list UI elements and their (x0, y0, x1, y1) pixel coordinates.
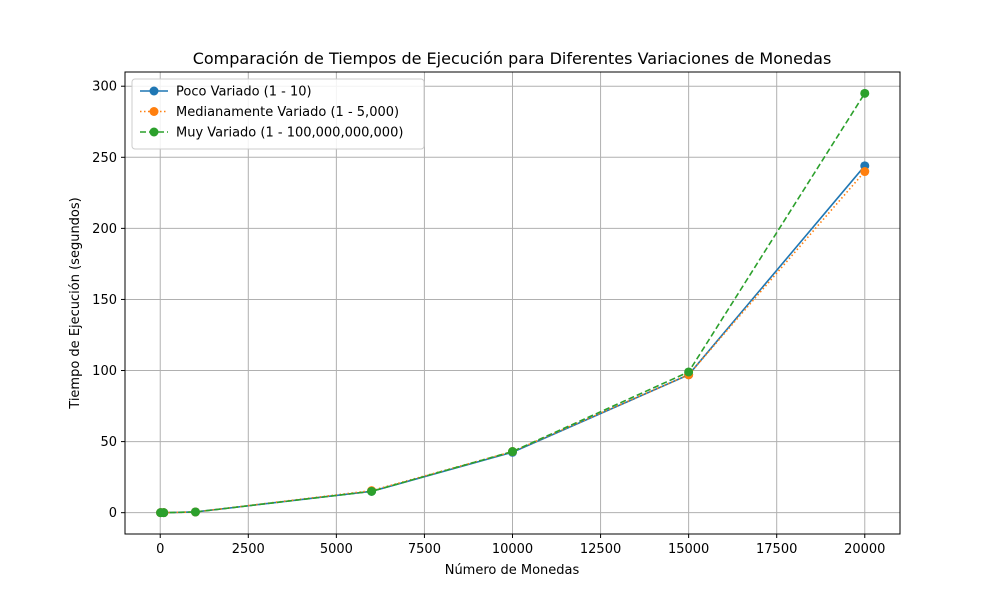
x-tick-label: 15000 (668, 542, 709, 557)
x-tick-label: 7500 (408, 542, 441, 557)
x-tick-label: 12500 (580, 542, 621, 557)
data-point-2-3 (367, 486, 377, 496)
x-tick-label: 5000 (320, 542, 353, 557)
data-point-2-5 (684, 367, 694, 377)
x-axis-label: Número de Monedas (445, 563, 580, 578)
data-point-2-1 (159, 508, 169, 518)
series-layer (156, 88, 870, 518)
y-tick-label: 300 (92, 80, 117, 95)
legend-label-1: Medianamente Variado (1 - 5,000) (176, 105, 399, 120)
data-point-2-4 (508, 447, 517, 457)
y-tick-label: 0 (109, 506, 117, 521)
y-tick-label: 200 (92, 222, 117, 237)
data-point-1-6 (860, 167, 870, 177)
x-tick-label: 2500 (232, 542, 265, 557)
x-tick-label: 20000 (844, 542, 885, 557)
x-tick-label: 10000 (492, 542, 533, 557)
x-tick-label: 0 (156, 542, 164, 557)
legend-label-2: Muy Variado (1 - 100,000,000,000) (176, 126, 403, 141)
data-point-2-2 (190, 507, 200, 517)
chart-title: Comparación de Tiempos de Ejecución para… (193, 49, 832, 68)
legend-marker-0 (149, 86, 159, 96)
y-tick-label: 50 (100, 435, 117, 450)
y-tick-label: 250 (92, 151, 117, 166)
legend-marker-2 (149, 127, 159, 137)
data-point-2-6 (860, 88, 870, 98)
grid (125, 72, 900, 534)
legend: Poco Variado (1 - 10) Medianamente Variad… (131, 78, 425, 150)
y-tick-label: 100 (92, 364, 117, 379)
ticks: 0 2500 5000 7500 10000 12500 15000 17500 20000 0 5… (92, 80, 885, 557)
legend-box (131, 78, 425, 150)
x-tick-label: 17500 (756, 542, 797, 557)
y-tick-label: 150 (92, 293, 117, 308)
legend-label-0: Poco Variado (1 - 10) (176, 85, 312, 100)
legend-marker-1 (149, 107, 159, 116)
y-axis-label: Tiempo de Ejecución (segundos) (68, 197, 83, 409)
